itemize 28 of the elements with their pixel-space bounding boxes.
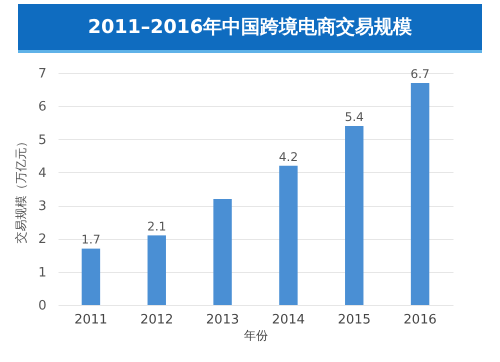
- y-tick-label: 2: [38, 232, 46, 248]
- data-label: 6.7: [410, 66, 430, 81]
- x-tick-label: 2013: [206, 312, 240, 328]
- y-tick-label: 4: [38, 166, 46, 181]
- x-tick-label: 2015: [338, 312, 371, 328]
- y-tick-label: 5: [38, 132, 46, 148]
- y-tick-label: 7: [38, 66, 46, 82]
- y-tick-label: 1: [38, 265, 46, 280]
- data-label: 5.4: [344, 110, 364, 124]
- x-tick-label: 2016: [404, 312, 437, 328]
- data-label: 2.1: [147, 219, 166, 234]
- bar: [345, 126, 364, 305]
- y-tick-label: 0: [38, 298, 46, 314]
- bar: [82, 248, 100, 305]
- y-tick-label: 3: [38, 199, 46, 214]
- x-tick-label: 2012: [140, 312, 174, 328]
- bar: [410, 82, 430, 305]
- chart-title: 2011–2016年中国跨境电商交易规模: [18, 4, 482, 53]
- data-label: 1.7: [81, 232, 100, 247]
- x-axis-title: 年份: [244, 328, 268, 342]
- x-tick-label: 2011: [74, 312, 108, 328]
- bar: [279, 166, 298, 305]
- y-axis-title: 交易规模（万亿元）: [14, 136, 28, 244]
- data-label: 4.2: [278, 150, 298, 164]
- bar: [148, 235, 166, 305]
- bar: [213, 198, 232, 305]
- x-tick-label: 2014: [272, 312, 305, 328]
- y-tick-label: 6: [38, 100, 46, 115]
